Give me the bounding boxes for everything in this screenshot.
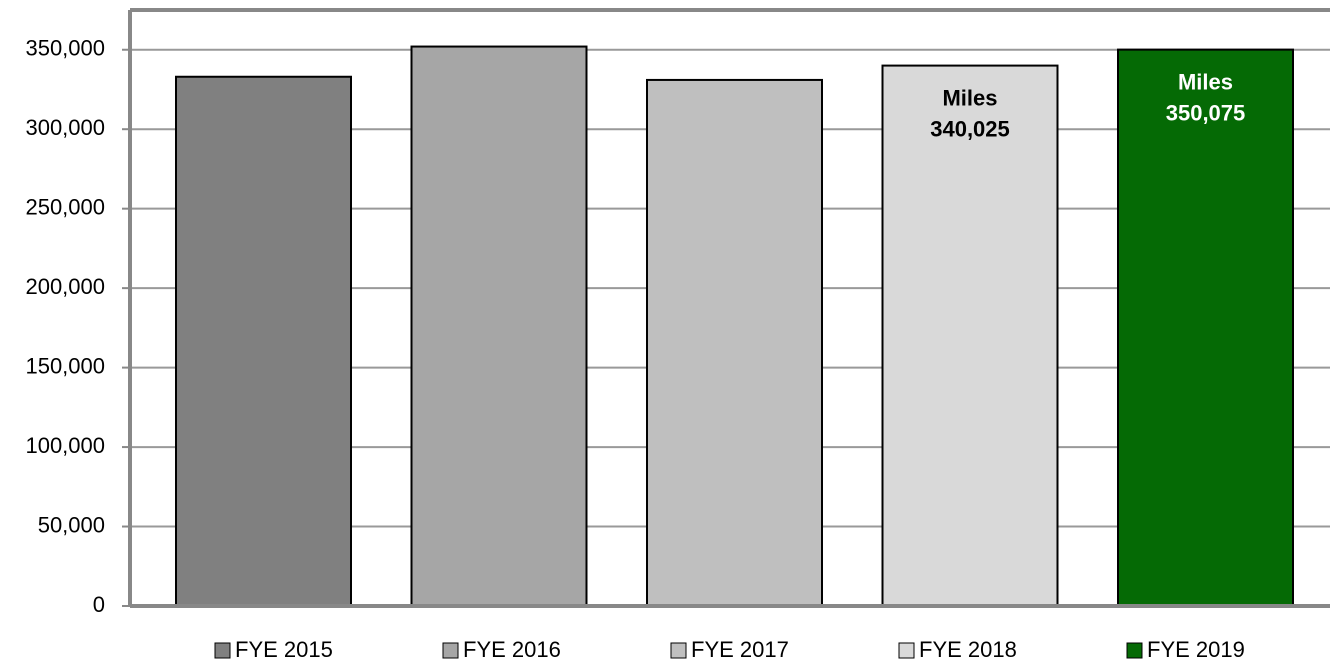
- y-tick-label: 100,000: [25, 433, 105, 458]
- y-tick-label: 150,000: [25, 353, 105, 378]
- legend-label: FYE 2019: [1147, 637, 1245, 662]
- legend-swatch: [442, 642, 459, 659]
- y-tick-label: 250,000: [25, 194, 105, 219]
- data-label-title: Miles: [1178, 69, 1233, 94]
- bar: [175, 75, 352, 607]
- data-label-title: Miles: [942, 85, 997, 110]
- y-tick-label: 0: [93, 592, 105, 617]
- data-label: 350,075: [1166, 100, 1246, 125]
- legend-swatch: [898, 642, 915, 659]
- bar: [410, 45, 588, 607]
- bar: [646, 78, 823, 607]
- data-label: 340,025: [930, 116, 1010, 141]
- y-tick-label: 50,000: [38, 512, 105, 537]
- legend-swatch: [670, 642, 687, 659]
- bar: [1117, 48, 1294, 607]
- y-tick-label: 300,000: [25, 115, 105, 140]
- y-tick-label: 350,000: [25, 36, 105, 61]
- legend-label: FYE 2016: [463, 637, 561, 662]
- y-tick-label: 200,000: [25, 274, 105, 299]
- bar: [881, 64, 1059, 608]
- legend-label: FYE 2018: [919, 637, 1017, 662]
- legend-swatch: [1126, 642, 1143, 659]
- legend-label: FYE 2015: [235, 637, 333, 662]
- legend-swatch: [214, 642, 231, 659]
- legend-label: FYE 2017: [691, 637, 789, 662]
